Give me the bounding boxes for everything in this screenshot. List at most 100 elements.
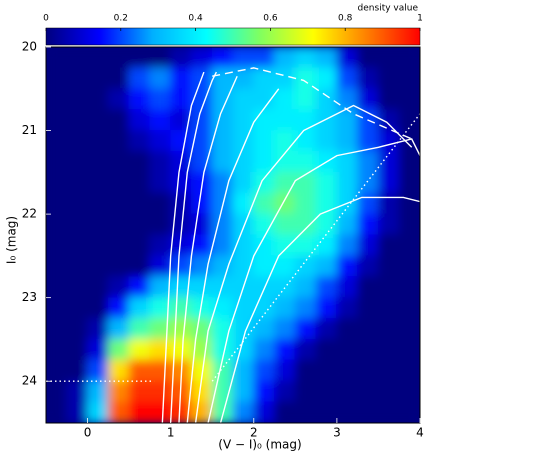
density-cell	[128, 234, 151, 257]
density-cell	[315, 297, 338, 320]
density-cell	[170, 234, 192, 257]
density-cell	[107, 88, 130, 111]
density-cell	[398, 47, 420, 69]
density-cell	[46, 380, 68, 403]
density-cell	[46, 401, 68, 423]
density-cell	[336, 401, 359, 423]
density-cell	[170, 130, 192, 152]
density-cell	[107, 130, 130, 152]
density-cell	[190, 276, 213, 299]
density-cell	[107, 297, 130, 320]
density-cell	[128, 380, 151, 403]
density-cell	[315, 318, 338, 340]
density-cell	[211, 359, 234, 382]
x-axis-label: (V − I)₀ (mag)	[218, 438, 301, 452]
density-cell	[66, 401, 89, 423]
density-cell	[211, 276, 234, 299]
density-cell	[128, 255, 151, 278]
density-cell	[66, 192, 89, 215]
density-cell	[253, 67, 276, 90]
density-cell	[66, 213, 89, 236]
density-cell	[253, 255, 276, 278]
density-cell	[274, 359, 296, 382]
density-cell	[211, 234, 234, 257]
density-cell	[107, 276, 130, 299]
density-cell	[315, 88, 338, 111]
density-cell	[274, 297, 296, 320]
density-cell	[66, 338, 89, 361]
density-cell	[66, 67, 89, 90]
density-cell	[315, 234, 338, 257]
density-cell	[87, 318, 109, 340]
density-cell	[46, 150, 68, 173]
density-cell	[398, 401, 420, 423]
isochrone-line	[212, 67, 412, 140]
density-cell	[128, 401, 151, 423]
density-cell	[294, 234, 317, 257]
density-cell	[315, 359, 338, 382]
density-cell	[336, 359, 359, 382]
density-cell	[232, 47, 255, 69]
density-cell	[46, 171, 68, 194]
density-cell	[190, 359, 213, 382]
density-cell	[336, 88, 359, 111]
density-cell	[253, 297, 276, 320]
density-cell	[107, 338, 130, 361]
density-cell	[170, 338, 192, 361]
density-cell	[398, 318, 420, 340]
density-cell	[398, 171, 420, 194]
density-cell	[190, 318, 213, 340]
density-cell	[170, 67, 192, 90]
isochrone-line	[207, 138, 420, 423]
density-cell	[107, 380, 130, 403]
density-cell	[398, 109, 420, 132]
density-cell	[149, 67, 172, 90]
density-cell	[46, 109, 68, 132]
density-cell	[107, 318, 130, 340]
density-cell	[87, 88, 109, 111]
density-cell	[274, 318, 296, 340]
plot-frame	[45, 46, 421, 424]
density-cell	[87, 171, 109, 194]
density-cell	[315, 380, 338, 403]
density-cell	[46, 47, 68, 69]
density-cell	[128, 192, 151, 215]
density-cell	[149, 297, 172, 320]
density-cell	[87, 192, 109, 215]
colorbar-tick-label: 0.8	[338, 14, 353, 24]
density-cell	[87, 359, 109, 382]
density-cell	[170, 401, 192, 423]
density-cell	[357, 67, 379, 90]
density-cell	[294, 213, 317, 236]
density-cell	[274, 47, 296, 69]
colorbar-tick-label: 1	[417, 14, 423, 24]
density-cell	[211, 171, 234, 194]
density-cell	[357, 318, 379, 340]
density-cell	[232, 109, 255, 132]
density-cell	[253, 150, 276, 173]
density-cell	[253, 88, 276, 111]
density-cell	[377, 150, 400, 173]
density-cell	[357, 401, 379, 423]
density-cell	[149, 338, 172, 361]
density-cell	[170, 171, 192, 194]
density-cell	[294, 297, 317, 320]
density-cell	[274, 401, 296, 423]
density-cell	[87, 276, 109, 299]
density-cell	[294, 109, 317, 132]
density-cell	[253, 213, 276, 236]
density-cell	[232, 171, 255, 194]
density-cell	[170, 255, 192, 278]
density-cell	[170, 318, 192, 340]
density-cell	[377, 47, 400, 69]
density-cell	[128, 318, 151, 340]
density-cell	[274, 109, 296, 132]
density-cell	[149, 276, 172, 299]
density-cell	[87, 67, 109, 90]
density-cell	[170, 213, 192, 236]
density-cell	[294, 88, 317, 111]
density-cell	[190, 338, 213, 361]
density-cell	[274, 150, 296, 173]
density-cell	[232, 401, 255, 423]
density-cell	[87, 380, 109, 403]
